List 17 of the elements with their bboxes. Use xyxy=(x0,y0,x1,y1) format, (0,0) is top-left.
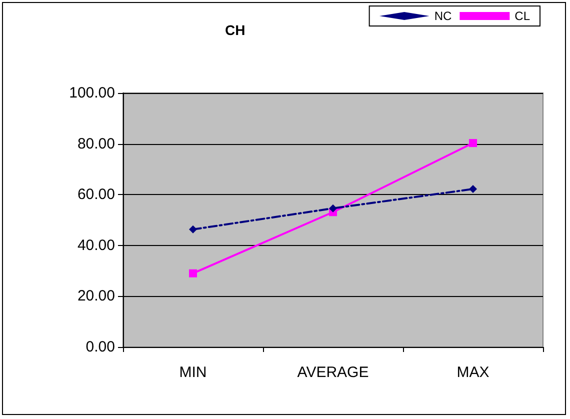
y-tick-label: 80.00 xyxy=(77,135,115,152)
point xyxy=(189,225,197,234)
x-tick-label: AVERAGE xyxy=(297,364,369,381)
y-tick-label: 20.00 xyxy=(77,288,115,305)
y-tick-label: 100.00 xyxy=(69,84,115,102)
y-tick-label: 60.00 xyxy=(77,186,115,204)
chart-title: CH xyxy=(225,22,246,38)
x-tick-label: MIN xyxy=(179,364,207,381)
y-tick-label: 0.00 xyxy=(86,338,115,356)
point xyxy=(189,269,197,278)
y-tick-label: 40.00 xyxy=(77,236,115,254)
point xyxy=(469,139,477,148)
legend-label: NC xyxy=(434,9,452,23)
x-tick-label: MAX xyxy=(456,364,490,381)
point xyxy=(329,204,337,212)
point xyxy=(469,185,477,194)
legend-label: CL xyxy=(514,9,530,23)
